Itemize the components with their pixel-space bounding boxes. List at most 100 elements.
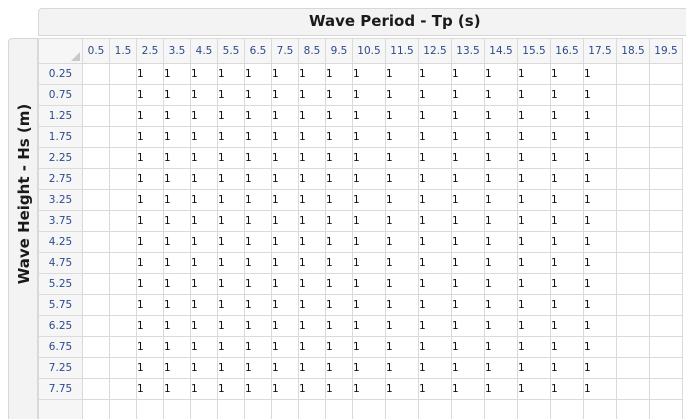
grid-cell[interactable]: 1 (418, 105, 452, 127)
grid-cell[interactable] (616, 378, 650, 400)
grid-cell[interactable]: 1 (217, 168, 245, 190)
grid-cell[interactable] (649, 315, 683, 337)
grid-cell[interactable]: 1 (352, 357, 386, 379)
grid-cell[interactable]: 1 (136, 315, 164, 337)
grid-cell[interactable]: 1 (418, 210, 452, 232)
grid-cell[interactable] (190, 399, 218, 419)
grid-cell[interactable]: 1 (190, 357, 218, 379)
grid-cell[interactable]: 1 (244, 126, 272, 148)
row-header[interactable]: 6.25 (38, 315, 83, 337)
grid-cell[interactable]: 1 (325, 357, 353, 379)
grid-cell[interactable]: 1 (163, 378, 191, 400)
grid-cell[interactable]: 1 (190, 231, 218, 253)
grid-cell[interactable]: 1 (325, 84, 353, 106)
grid-cell[interactable] (109, 126, 137, 148)
grid-cell[interactable]: 1 (325, 168, 353, 190)
grid-cell[interactable]: 1 (271, 336, 299, 358)
grid-cell[interactable]: 1 (244, 231, 272, 253)
grid-cell[interactable]: 1 (385, 147, 419, 169)
grid-cell[interactable]: 1 (298, 63, 326, 85)
grid-cell[interactable]: 1 (217, 147, 245, 169)
grid-cell[interactable]: 1 (352, 252, 386, 274)
grid-cell[interactable]: 1 (517, 315, 551, 337)
grid-cell[interactable]: 1 (418, 378, 452, 400)
grid-cell[interactable]: 1 (163, 63, 191, 85)
grid-cell[interactable] (109, 147, 137, 169)
grid-cell[interactable]: 1 (583, 252, 617, 274)
grid-cell[interactable]: 1 (451, 336, 485, 358)
grid-cell[interactable]: 1 (325, 189, 353, 211)
grid-cell[interactable] (82, 147, 110, 169)
grid-cell[interactable]: 1 (385, 357, 419, 379)
grid-cell[interactable]: 1 (583, 231, 617, 253)
grid-cell[interactable]: 1 (484, 105, 518, 127)
grid-cell[interactable]: 1 (190, 84, 218, 106)
grid-cell[interactable]: 1 (325, 294, 353, 316)
grid-cell[interactable] (82, 210, 110, 232)
grid-cell[interactable]: 1 (583, 336, 617, 358)
column-header[interactable]: 0.5 (82, 38, 110, 64)
grid-cell[interactable] (649, 189, 683, 211)
grid-cell[interactable]: 1 (352, 273, 386, 295)
grid-cell[interactable]: 1 (484, 84, 518, 106)
grid-cell[interactable]: 1 (163, 210, 191, 232)
grid-cell[interactable] (484, 399, 518, 419)
column-header[interactable]: 8.5 (298, 38, 326, 64)
grid-cell[interactable]: 1 (583, 84, 617, 106)
grid-cell[interactable] (649, 84, 683, 106)
grid-cell[interactable]: 1 (136, 336, 164, 358)
grid-cell[interactable]: 1 (217, 126, 245, 148)
grid-cell[interactable]: 1 (550, 84, 584, 106)
grid-cell[interactable]: 1 (298, 126, 326, 148)
grid-cell[interactable]: 1 (136, 189, 164, 211)
grid-cell[interactable]: 1 (190, 63, 218, 85)
grid-cell[interactable]: 1 (418, 336, 452, 358)
column-header[interactable]: 7.5 (271, 38, 299, 64)
grid-cell[interactable] (82, 105, 110, 127)
grid-cell[interactable] (616, 210, 650, 232)
grid-cell[interactable]: 1 (517, 168, 551, 190)
row-header[interactable]: 1.25 (38, 105, 83, 127)
grid-cell[interactable]: 1 (583, 378, 617, 400)
grid-cell[interactable]: 1 (190, 315, 218, 337)
grid-cell[interactable]: 1 (451, 189, 485, 211)
grid-cell[interactable]: 1 (352, 210, 386, 232)
grid-cell[interactable]: 1 (217, 378, 245, 400)
column-header[interactable]: 11.5 (385, 38, 419, 64)
grid-cell[interactable]: 1 (517, 105, 551, 127)
grid-cell[interactable]: 1 (583, 273, 617, 295)
grid-cell[interactable]: 1 (190, 336, 218, 358)
grid-cell[interactable]: 1 (217, 63, 245, 85)
row-header[interactable]: 0.75 (38, 84, 83, 106)
grid-cell[interactable]: 1 (163, 168, 191, 190)
column-header[interactable]: 6.5 (244, 38, 272, 64)
row-header[interactable]: 4.25 (38, 231, 83, 253)
grid-cell[interactable]: 1 (583, 294, 617, 316)
grid-cell[interactable] (82, 126, 110, 148)
grid-cell[interactable]: 1 (583, 189, 617, 211)
grid-cell[interactable] (649, 105, 683, 127)
grid-cell[interactable] (649, 336, 683, 358)
row-header[interactable]: 2.25 (38, 147, 83, 169)
grid-cell[interactable] (109, 252, 137, 274)
grid-cell[interactable] (616, 126, 650, 148)
grid-cell[interactable]: 1 (484, 273, 518, 295)
column-header[interactable]: 13.5 (451, 38, 485, 64)
grid-cell[interactable] (616, 315, 650, 337)
grid-cell[interactable]: 1 (550, 168, 584, 190)
grid-cell[interactable]: 1 (190, 147, 218, 169)
grid-cell[interactable]: 1 (583, 63, 617, 85)
grid-cell[interactable]: 1 (136, 294, 164, 316)
grid-cell[interactable]: 1 (352, 126, 386, 148)
grid-cell[interactable]: 1 (163, 252, 191, 274)
grid-cell[interactable] (163, 399, 191, 419)
grid-cell[interactable]: 1 (271, 231, 299, 253)
grid-cell[interactable]: 1 (244, 273, 272, 295)
grid-cell[interactable] (616, 147, 650, 169)
grid-cell[interactable]: 1 (517, 357, 551, 379)
grid-cell[interactable]: 1 (517, 126, 551, 148)
grid-cell[interactable] (616, 273, 650, 295)
grid-cell[interactable] (649, 357, 683, 379)
grid-cell[interactable]: 1 (451, 315, 485, 337)
grid-cell[interactable] (109, 105, 137, 127)
